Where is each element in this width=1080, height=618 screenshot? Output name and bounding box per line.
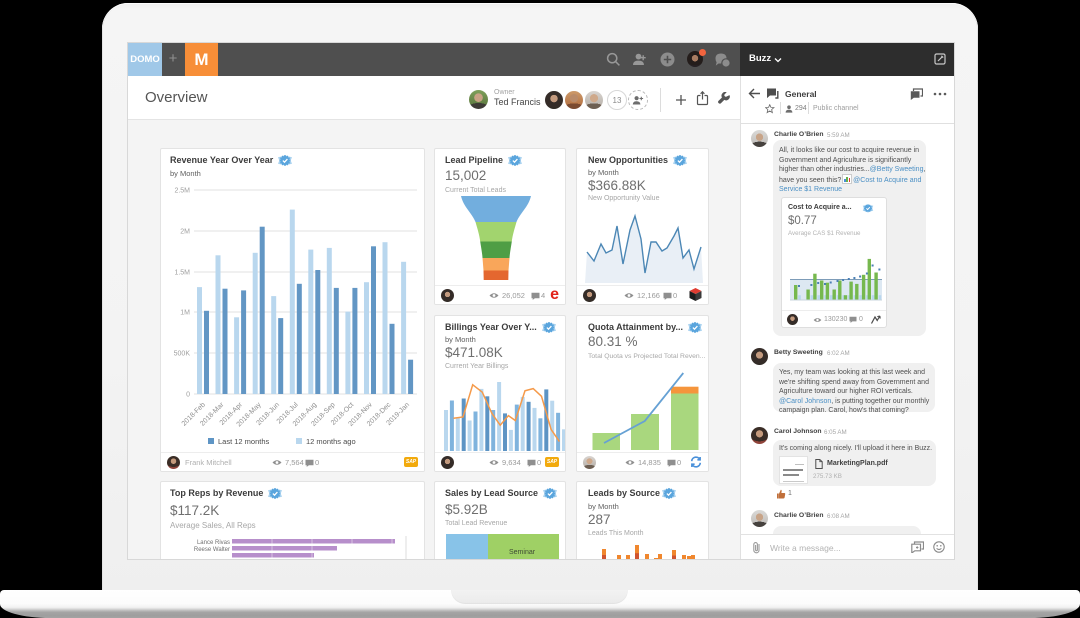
svg-text:Last 12 months: Last 12 months (218, 437, 270, 446)
svg-text:2.5M: 2.5M (174, 188, 190, 195)
svg-text:0: 0 (186, 392, 190, 399)
svg-text:500K: 500K (174, 351, 191, 358)
svg-text:Reese Walter: Reese Walter (194, 547, 230, 553)
svg-text:1M: 1M (180, 310, 190, 317)
svg-text:Lance Rivas: Lance Rivas (197, 540, 230, 546)
svg-text:12 months ago: 12 months ago (306, 437, 356, 446)
svg-text:1.5M: 1.5M (174, 270, 190, 277)
svg-text:2M: 2M (180, 229, 190, 236)
